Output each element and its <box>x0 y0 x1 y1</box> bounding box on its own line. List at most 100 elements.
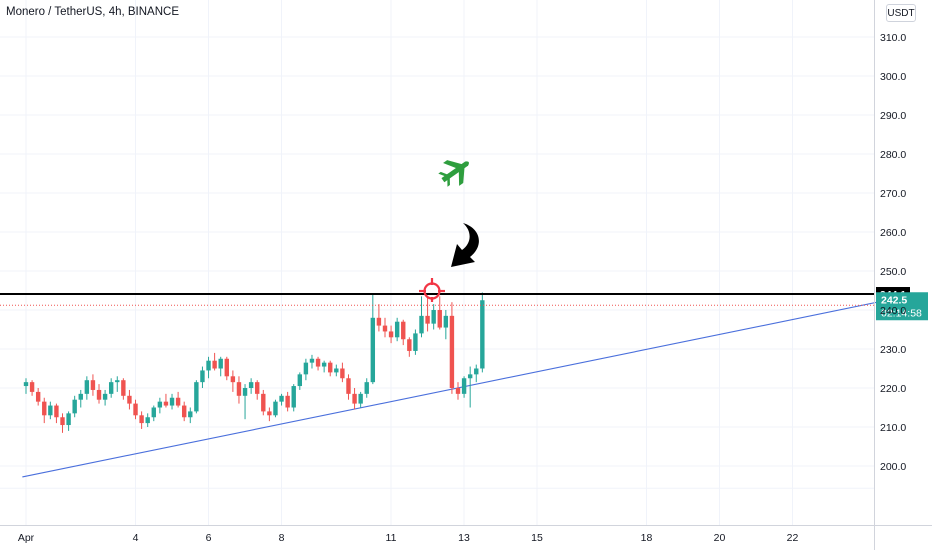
candle-body <box>255 382 260 394</box>
candle-body <box>188 411 193 418</box>
candle-body <box>236 382 242 396</box>
x-tick-label: 15 <box>531 532 543 544</box>
candle-body <box>321 362 327 367</box>
candle-body <box>388 331 394 338</box>
chart-title: Monero / TetherUS, 4h, BINANCE <box>6 6 179 18</box>
candle-body <box>376 317 382 326</box>
candle-body <box>273 401 278 416</box>
candles-group <box>23 292 485 433</box>
y-tick-label: 240.0 <box>880 305 906 317</box>
y-tick-label: 200.0 <box>880 461 906 473</box>
candle-body <box>401 321 406 340</box>
candle-body <box>437 310 442 328</box>
candle-body <box>90 380 96 390</box>
candle-body <box>340 368 345 379</box>
candle-body <box>431 310 436 324</box>
y-tick-label: 300.0 <box>880 71 906 83</box>
grid-lines <box>0 0 874 525</box>
candle-body <box>78 393 83 400</box>
candle-body <box>291 386 296 408</box>
candle-body <box>358 393 363 404</box>
airplane-tail <box>438 171 448 177</box>
last-price-tag <box>876 292 928 321</box>
candle-body <box>382 325 388 332</box>
candle-body <box>218 358 223 369</box>
candle-body <box>29 382 35 392</box>
candle-body <box>248 382 254 388</box>
currency-button[interactable]: USDT <box>886 4 916 22</box>
candle-body <box>303 362 309 375</box>
time-axis[interactable]: Apr 4 6 8 11 13 15 18 20 22 <box>0 525 932 545</box>
candle-body <box>145 417 150 424</box>
curved-arrow-down-left-icon <box>451 223 479 267</box>
candle-body <box>48 405 53 416</box>
candle-body <box>23 382 29 387</box>
airplane-fuselage <box>441 161 469 183</box>
y-tick-label: 250.0 <box>880 266 906 278</box>
candle-body <box>169 397 175 406</box>
x-tick-label: 11 <box>386 532 397 544</box>
candle-body <box>181 405 187 418</box>
candle-body <box>151 407 156 418</box>
candle-body <box>108 382 114 394</box>
candle-body <box>66 413 71 426</box>
candle-body <box>419 315 424 334</box>
x-tick-label: 4 <box>133 532 139 544</box>
x-tick-label: 18 <box>641 532 653 544</box>
y-tick-label: 280.0 <box>880 149 906 161</box>
candle-body <box>206 360 211 371</box>
candle-body <box>394 321 400 338</box>
target-ring <box>423 282 441 300</box>
candle-body <box>425 315 430 324</box>
airplane-tail <box>447 177 450 187</box>
candle-body <box>212 360 217 369</box>
candle-body <box>352 393 357 404</box>
crosshair-target-icon <box>419 278 445 303</box>
candle-body <box>115 380 120 383</box>
candle-body <box>133 403 138 416</box>
x-tick-label: 22 <box>787 532 799 544</box>
arrow-shape <box>451 223 479 267</box>
candle-body <box>261 393 266 412</box>
candle-body <box>328 362 333 373</box>
airplane-wing <box>458 167 465 186</box>
x-tick-label: 20 <box>714 532 726 544</box>
candle-body <box>297 374 303 387</box>
candle-body <box>449 315 455 388</box>
y-tick-label: 310.0 <box>880 32 906 44</box>
y-tick-label: 220.0 <box>880 383 906 395</box>
candle-body <box>163 401 169 406</box>
candle-body <box>346 378 351 394</box>
candle-body <box>139 415 144 424</box>
candle-body <box>194 382 199 412</box>
candle-body <box>157 401 163 408</box>
ascending-trendline[interactable] <box>22 297 899 478</box>
x-tick-label: 8 <box>279 532 285 544</box>
candle-body <box>407 339 412 351</box>
candle-body <box>461 378 467 394</box>
price-axis[interactable]: 200.0 210.0 220.0 230.0 240.0 250.0 260.0 270.0… <box>874 0 907 550</box>
last-price-label: 242.5 <box>881 294 907 306</box>
y-tick-label: 230.0 <box>880 344 906 356</box>
trendline-group[interactable] <box>22 297 899 478</box>
candle-body <box>364 382 369 394</box>
candle-body <box>334 368 339 373</box>
candle-body <box>175 397 181 406</box>
candle-body <box>96 389 102 400</box>
candle-body <box>60 417 65 426</box>
y-tick-label: 290.0 <box>880 110 906 122</box>
countdown-label: 02:14:58 <box>881 307 922 319</box>
candle-body <box>279 395 284 402</box>
candle-body <box>413 333 418 351</box>
candle-body <box>42 401 47 416</box>
candle-body <box>224 358 229 377</box>
candle-body <box>102 393 108 400</box>
candle-body <box>480 300 485 369</box>
candle-body <box>370 317 376 383</box>
candle-body <box>309 358 315 363</box>
candle-body <box>285 395 290 408</box>
candle-body <box>230 376 236 383</box>
candle-body <box>467 374 473 379</box>
airplane-icon <box>438 160 469 187</box>
